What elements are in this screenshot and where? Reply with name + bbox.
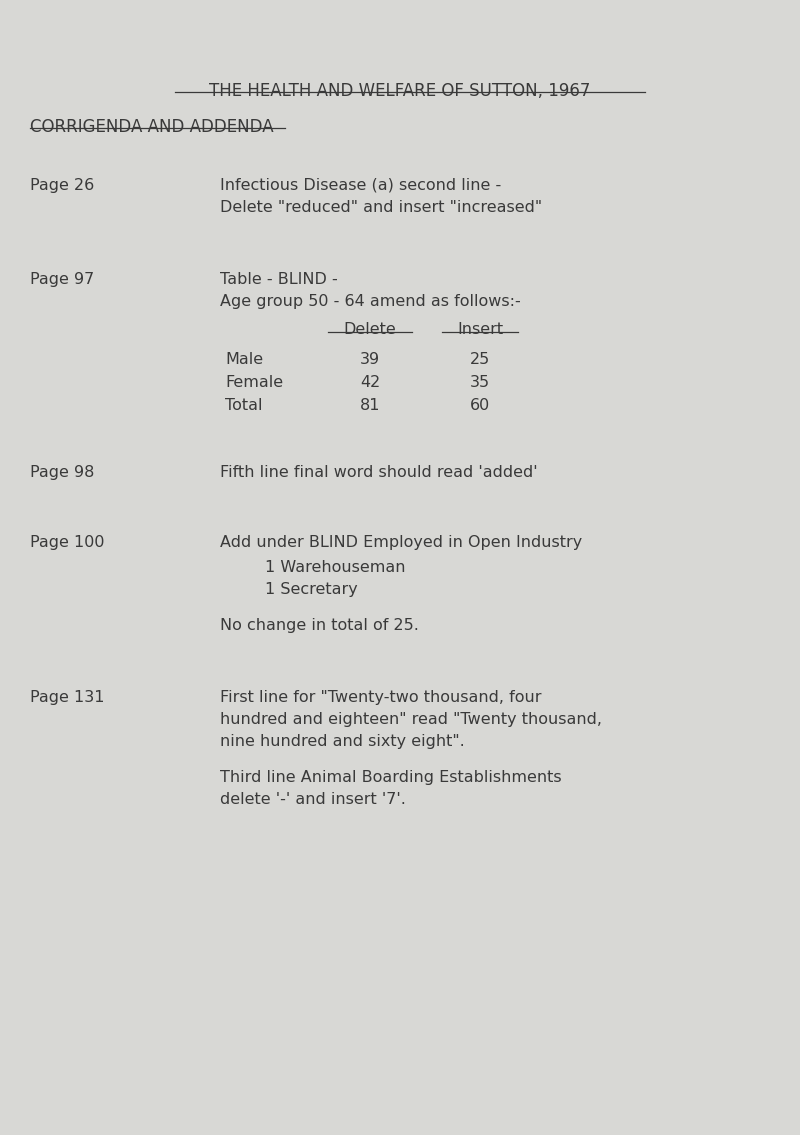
Text: Page 98: Page 98 <box>30 465 94 480</box>
Text: 1 Warehouseman: 1 Warehouseman <box>265 560 406 575</box>
Text: Delete: Delete <box>344 322 396 337</box>
Text: Total: Total <box>225 398 262 413</box>
Text: 81: 81 <box>360 398 380 413</box>
Text: CORRIGENDA AND ADDENDA: CORRIGENDA AND ADDENDA <box>30 118 274 136</box>
Text: Page 26: Page 26 <box>30 178 94 193</box>
Text: 42: 42 <box>360 375 380 390</box>
Text: Female: Female <box>225 375 283 390</box>
Text: 39: 39 <box>360 352 380 367</box>
Text: THE HEALTH AND WELFARE OF SUTTON, 1967: THE HEALTH AND WELFARE OF SUTTON, 1967 <box>210 82 590 100</box>
Text: First line for "Twenty-two thousand, four: First line for "Twenty-two thousand, fou… <box>220 690 542 705</box>
Text: Table - BLIND -: Table - BLIND - <box>220 272 338 287</box>
Text: delete '-' and insert '7'.: delete '-' and insert '7'. <box>220 792 406 807</box>
Text: Delete "reduced" and insert "increased": Delete "reduced" and insert "increased" <box>220 200 542 215</box>
Text: Page 97: Page 97 <box>30 272 94 287</box>
Text: nine hundred and sixty eight".: nine hundred and sixty eight". <box>220 734 465 749</box>
Text: Add under BLIND Employed in Open Industry: Add under BLIND Employed in Open Industr… <box>220 535 582 550</box>
Text: 25: 25 <box>470 352 490 367</box>
Text: 35: 35 <box>470 375 490 390</box>
Text: No change in total of 25.: No change in total of 25. <box>220 617 419 633</box>
Text: Infectious Disease (a) second line -: Infectious Disease (a) second line - <box>220 178 502 193</box>
Text: Page 100: Page 100 <box>30 535 105 550</box>
Text: Insert: Insert <box>457 322 503 337</box>
Text: Page 131: Page 131 <box>30 690 105 705</box>
Text: Age group 50 - 64 amend as follows:-: Age group 50 - 64 amend as follows:- <box>220 294 521 309</box>
Text: Third line Animal Boarding Establishments: Third line Animal Boarding Establishment… <box>220 770 562 785</box>
Text: hundred and eighteen" read "Twenty thousand,: hundred and eighteen" read "Twenty thous… <box>220 712 602 728</box>
Text: 60: 60 <box>470 398 490 413</box>
Text: Fifth line final word should read 'added': Fifth line final word should read 'added… <box>220 465 538 480</box>
Text: Male: Male <box>225 352 263 367</box>
Text: 1 Secretary: 1 Secretary <box>265 582 358 597</box>
